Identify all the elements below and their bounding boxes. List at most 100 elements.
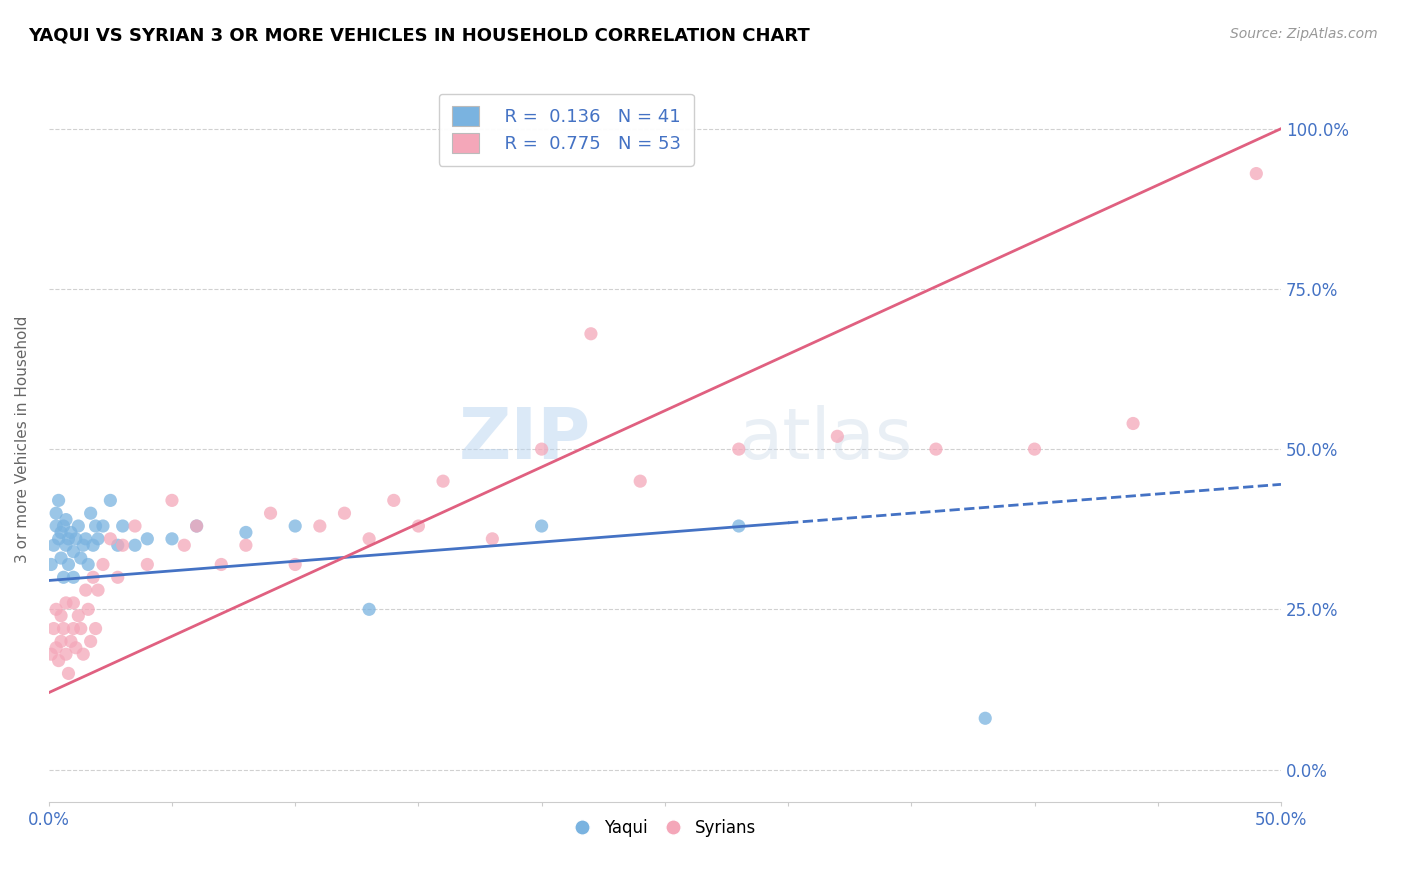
Point [55,513,77,527]
Point [45,640,67,655]
Point [58,532,80,546]
Point [82,570,104,584]
Point [49,525,72,540]
Point [59,634,82,648]
Point [111,519,134,533]
Point [432,474,454,488]
Point [65,640,87,655]
Point [579,326,602,341]
Point [209,558,232,572]
Point [84,519,107,533]
Point [628,474,651,488]
Point [827,429,849,443]
Point [39,647,62,661]
Point [62,622,84,636]
Point [333,506,356,520]
Point [98,532,121,546]
Point [42,538,65,552]
Point [62,544,84,558]
Point [91,558,114,572]
Point [69,551,91,566]
Point [925,442,948,456]
Point [52,622,75,636]
Point [727,442,749,456]
Point [136,558,159,572]
Point [55,647,77,661]
Point [259,506,281,520]
Point [67,519,90,533]
Point [107,570,129,584]
Point [55,538,77,552]
Point [49,608,72,623]
Point [72,538,94,552]
Point [79,506,101,520]
Point [87,583,110,598]
Point [52,570,75,584]
Point [82,538,104,552]
Point [65,532,87,546]
Point [1024,442,1046,456]
Point [87,532,110,546]
Point [84,622,107,636]
Point [308,519,330,533]
Point [124,519,146,533]
Point [58,558,80,572]
Point [382,493,405,508]
Point [1246,167,1268,181]
Point [136,532,159,546]
Point [98,493,121,508]
Point [39,558,62,572]
Point [530,442,553,456]
Point [124,538,146,552]
Y-axis label: 3 or more Vehicles in Household: 3 or more Vehicles in Household [15,316,30,563]
Point [59,525,82,540]
Point [45,602,67,616]
Point [1122,417,1144,431]
Point [235,525,257,540]
Point [45,506,67,520]
Point [235,538,257,552]
Point [49,634,72,648]
Point [69,622,91,636]
Point [186,519,208,533]
Legend: Yaqui, Syrians: Yaqui, Syrians [568,813,762,844]
Point [72,647,94,661]
Point [67,608,90,623]
Point [49,551,72,566]
Text: ZIP: ZIP [458,405,591,474]
Point [160,532,183,546]
Point [48,532,70,546]
Point [75,532,97,546]
Point [160,493,183,508]
Point [42,622,65,636]
Point [186,519,208,533]
Point [77,558,100,572]
Point [284,558,307,572]
Point [79,634,101,648]
Point [62,596,84,610]
Point [55,596,77,610]
Point [974,711,997,725]
Point [52,519,75,533]
Text: atlas: atlas [738,405,912,474]
Point [45,519,67,533]
Point [408,519,430,533]
Point [48,493,70,508]
Point [58,666,80,681]
Point [91,519,114,533]
Point [284,519,307,533]
Point [111,538,134,552]
Point [173,538,195,552]
Point [481,532,503,546]
Point [77,602,100,616]
Point [48,654,70,668]
Text: YAQUI VS SYRIAN 3 OR MORE VEHICLES IN HOUSEHOLD CORRELATION CHART: YAQUI VS SYRIAN 3 OR MORE VEHICLES IN HO… [28,27,810,45]
Point [359,532,381,546]
Point [530,519,553,533]
Point [727,519,749,533]
Point [62,570,84,584]
Point [75,583,97,598]
Text: Source: ZipAtlas.com: Source: ZipAtlas.com [1230,27,1378,41]
Point [107,538,129,552]
Point [359,602,381,616]
